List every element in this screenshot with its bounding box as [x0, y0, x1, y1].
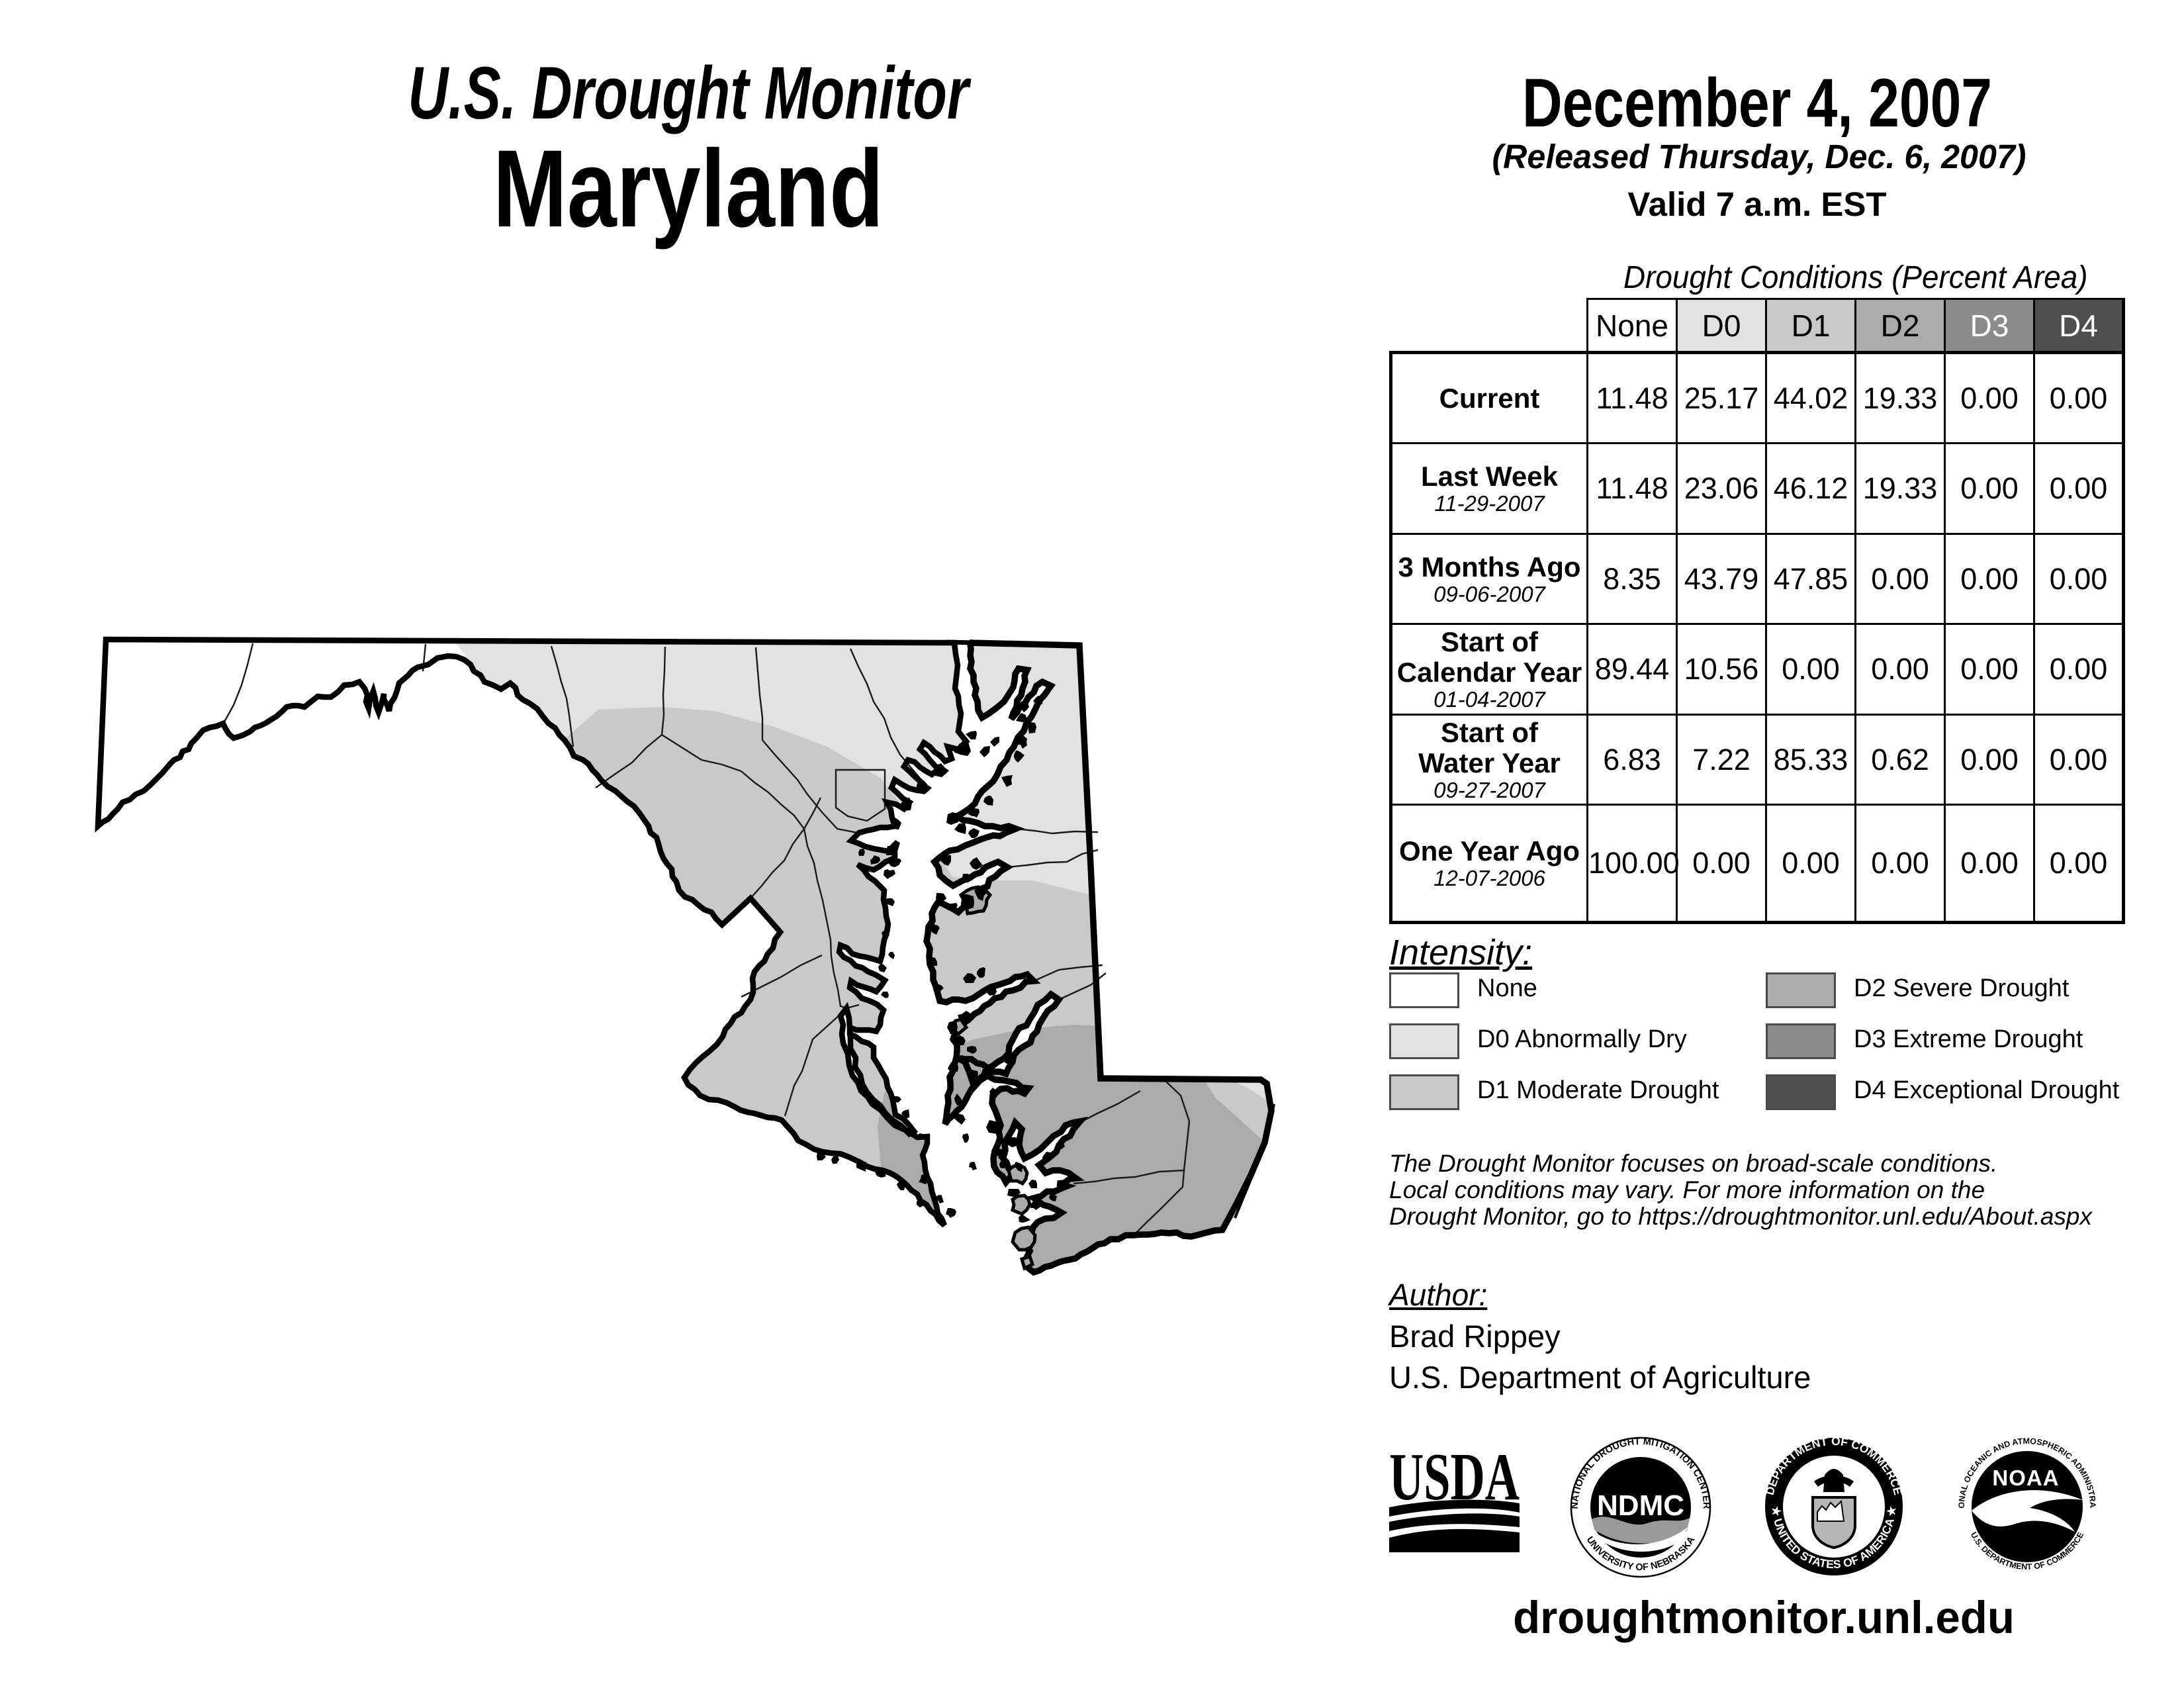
svg-text:NOAA: NOAA [1992, 1466, 2059, 1490]
svg-text:NDMC: NDMC [1597, 1489, 1684, 1522]
